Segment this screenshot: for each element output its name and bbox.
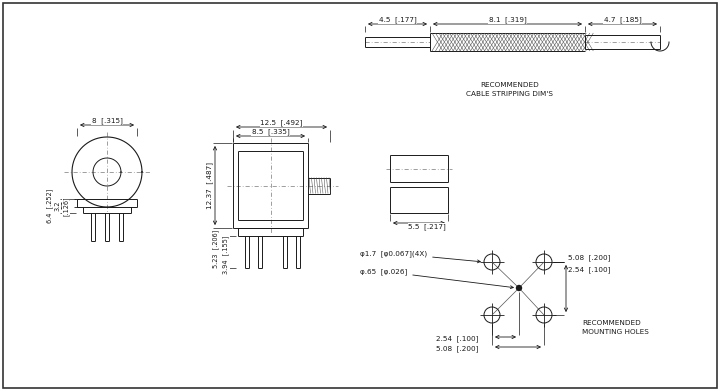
Text: RECOMMENDED
CABLE STRIPPING DIM'S: RECOMMENDED CABLE STRIPPING DIM'S <box>467 82 554 97</box>
Text: 3.2: 3.2 <box>55 201 61 211</box>
Text: 2.54  [.100]: 2.54 [.100] <box>436 335 478 343</box>
Text: 6.4  [.252]: 6.4 [.252] <box>47 189 53 223</box>
Text: 2.54  [.100]: 2.54 [.100] <box>568 267 611 273</box>
Text: RECOMMENDED
MOUNTING HOLES: RECOMMENDED MOUNTING HOLES <box>582 320 649 335</box>
Text: 8.1  [.319]: 8.1 [.319] <box>489 17 526 23</box>
Text: 4.7  [.185]: 4.7 [.185] <box>603 17 642 23</box>
Text: 8  [.315]: 8 [.315] <box>91 118 122 124</box>
Text: 3.94  [.155]: 3.94 [.155] <box>222 236 230 274</box>
Text: 5.08  [.200]: 5.08 [.200] <box>436 346 478 352</box>
Text: φ1.7  [φ0.067](4X): φ1.7 [φ0.067](4X) <box>360 250 480 263</box>
Text: 5.23  [.206]: 5.23 [.206] <box>212 230 220 268</box>
Text: 5.5  [.217]: 5.5 [.217] <box>408 224 446 230</box>
Text: 8.5  [.335]: 8.5 [.335] <box>251 129 289 135</box>
Text: 12.5  [.492]: 12.5 [.492] <box>261 120 302 126</box>
Text: 5.08  [.200]: 5.08 [.200] <box>568 255 611 261</box>
Text: φ.65  [φ.026]: φ.65 [φ.026] <box>360 268 513 289</box>
Circle shape <box>516 285 521 291</box>
Text: [.126]: [.126] <box>63 196 69 216</box>
Text: 4.5  [.177]: 4.5 [.177] <box>379 17 416 23</box>
Text: 12.37  [.487]: 12.37 [.487] <box>207 162 213 209</box>
